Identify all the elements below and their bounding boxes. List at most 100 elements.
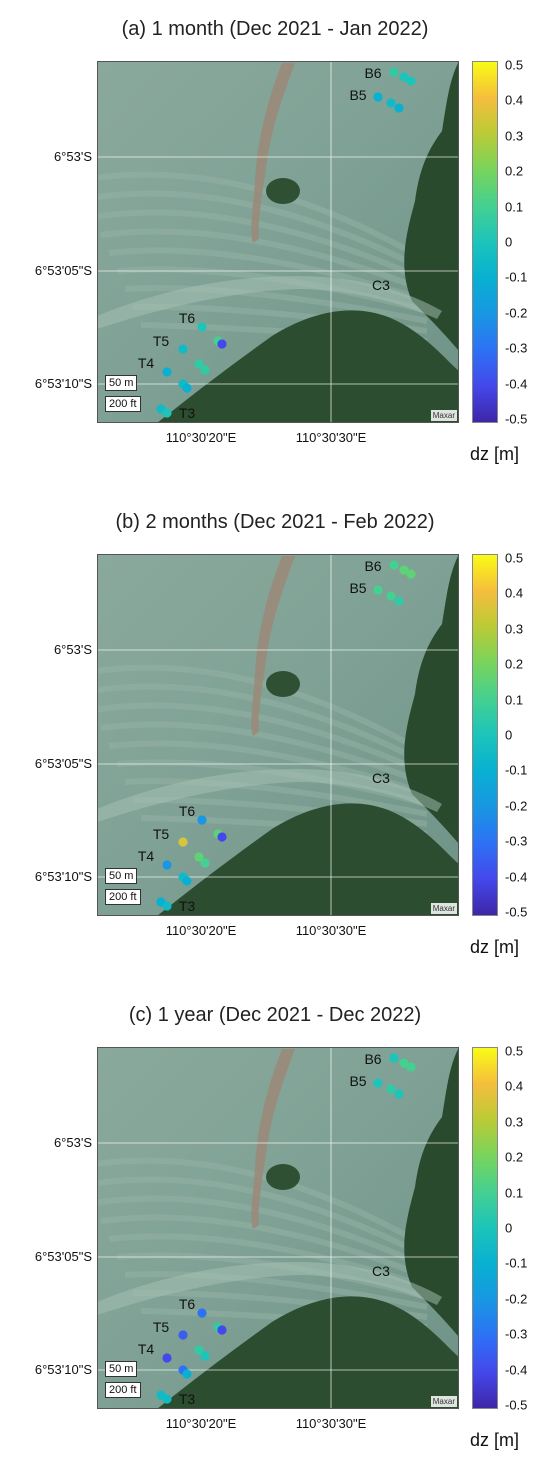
latitude-label: 6°53'10"S: [34, 1362, 92, 1377]
colorbar-tick-label: 0: [505, 727, 513, 743]
colorbar-tick-label: -0.4: [505, 1362, 528, 1378]
site-label-t3: T3: [178, 405, 196, 421]
sand-spit: [251, 1049, 295, 1229]
site-label-t4: T4: [137, 1341, 155, 1357]
measurement-point-b6: [406, 569, 416, 579]
wave-band: [97, 190, 429, 274]
map-attribution: Maxar: [430, 903, 457, 914]
colorbar-tick-label: 0.3: [505, 1114, 524, 1130]
colorbar-tick-label: 0.1: [505, 199, 524, 215]
colorbar-tick-label: 0.5: [505, 550, 524, 566]
measurement-point-t5: [200, 858, 210, 868]
colorbar-tick-label: -0.4: [505, 869, 528, 885]
colorbar-tick-label: -0.1: [505, 269, 528, 285]
colorbar-tick-label: 0.4: [505, 92, 524, 108]
satellite-map: B6 B5 C3 T6 T5 T4 T3 50 m 200 ft Maxar: [97, 1047, 459, 1409]
wave-band: [97, 1176, 429, 1260]
colorbar-tick-label: 0.1: [505, 692, 524, 708]
measurement-point-b5: [394, 1089, 404, 1099]
sediment-band: [97, 1262, 442, 1315]
site-label-b5: B5: [349, 1073, 367, 1089]
latitude-label: 6°53'10"S: [34, 376, 92, 391]
measurement-point-t6: [197, 815, 207, 825]
measurement-point-t4: [162, 1353, 172, 1363]
tree-clump: [266, 671, 300, 697]
map-panel: (c) 1 year (Dec 2021 - Dec 2022) B6 B5 C3 T6…: [0, 986, 550, 1476]
panel-title: (b) 2 months (Dec 2021 - Feb 2022): [115, 511, 435, 533]
tree-clump: [266, 178, 300, 204]
colorbar-tick-label: -0.3: [505, 833, 528, 849]
sand-spit: [251, 63, 295, 243]
colorbar-tick-label: -0.5: [505, 411, 528, 427]
site-label-t6: T6: [178, 310, 196, 326]
colorbar-tick-label: -0.3: [505, 340, 528, 356]
measurement-point-b6: [389, 560, 399, 570]
site-label-b5: B5: [349, 580, 367, 596]
longitude-label: 110°30'20"E: [165, 1416, 237, 1431]
wave-band: [97, 171, 429, 264]
colorbar-tick-label: -0.5: [505, 1397, 528, 1413]
colorbar: [472, 61, 498, 423]
longitude-label: 110°30'30"E: [295, 430, 367, 445]
measurement-point-t3: [162, 1394, 172, 1404]
longitude-label: 110°30'20"E: [165, 430, 237, 445]
latitude-label: 6°53'05"S: [34, 756, 92, 771]
site-label-c3: C3: [372, 1263, 390, 1279]
mangrove-forest: [157, 1296, 459, 1409]
measurement-point-t5: [194, 359, 204, 369]
mangrove-forest: [404, 554, 459, 844]
mangrove-forest: [157, 803, 459, 916]
wave-band: [124, 285, 428, 324]
colorbar-tick-label: 0.2: [505, 656, 524, 672]
measurement-point-t3: [162, 408, 172, 418]
measurement-point-b5: [386, 591, 396, 601]
wave-band: [97, 683, 429, 767]
longitude-label: 110°30'30"E: [295, 923, 367, 938]
mangrove-forest: [157, 310, 459, 423]
site-label-c3: C3: [372, 770, 390, 786]
site-label-b6: B6: [364, 1051, 382, 1067]
site-label-t6: T6: [178, 1296, 196, 1312]
measurement-point-t5: [178, 344, 188, 354]
measurement-point-t6: [217, 832, 227, 842]
measurement-point-t4: [162, 367, 172, 377]
map-canvas: [97, 554, 459, 916]
map-attribution: Maxar: [430, 410, 457, 421]
measurement-point-b5: [373, 1078, 383, 1088]
colorbar-tick-label: -0.4: [505, 376, 528, 392]
wave-band: [97, 1157, 429, 1250]
measurement-point-b5: [394, 103, 404, 113]
satellite-map: B6 B5 C3 T6 T5 T4 T3 50 m 200 ft Maxar: [97, 61, 459, 423]
wave-band: [100, 721, 429, 787]
colorbar-tick-label: 0: [505, 234, 513, 250]
sand-spit: [251, 556, 295, 736]
measurement-point-b5: [373, 92, 383, 102]
colorbar: [472, 554, 498, 916]
colorbar-tick-label: 0.5: [505, 57, 524, 73]
site-label-t5: T5: [152, 333, 170, 349]
measurement-point-b5: [373, 585, 383, 595]
map-canvas: [97, 1047, 459, 1409]
measurement-point-t5: [194, 852, 204, 862]
panel-title: (a) 1 month (Dec 2021 - Jan 2022): [121, 18, 429, 40]
map-panel: (b) 2 months (Dec 2021 - Feb 2022) B6 B5 C3…: [0, 493, 550, 983]
panel-title: (c) 1 year (Dec 2021 - Dec 2022): [128, 1004, 422, 1026]
colorbar-tick-label: 0.4: [505, 1078, 524, 1094]
colorbar-tick-label: 0.2: [505, 1149, 524, 1165]
site-label-t4: T4: [137, 355, 155, 371]
wave-band: [97, 702, 429, 777]
colorbar-tick-label: -0.3: [505, 1326, 528, 1342]
satellite-map: B6 B5 C3 T6 T5 T4 T3 50 m 200 ft Maxar: [97, 554, 459, 916]
latitude-label: 6°53'S: [53, 1135, 92, 1150]
colorbar-tick-label: 0.1: [505, 1185, 524, 1201]
measurement-point-t6: [197, 1308, 207, 1318]
colorbar-tick-label: 0.5: [505, 1043, 524, 1059]
measurement-point-t6: [217, 1325, 227, 1335]
latitude-label: 6°53'S: [53, 642, 92, 657]
mangrove-forest: [404, 61, 459, 351]
measurement-point-t4: [162, 860, 172, 870]
measurement-point-t5: [178, 837, 188, 847]
scale-bar-meters: 50 m: [105, 1361, 138, 1377]
map-border: [97, 554, 459, 916]
site-label-t4: T4: [137, 848, 155, 864]
